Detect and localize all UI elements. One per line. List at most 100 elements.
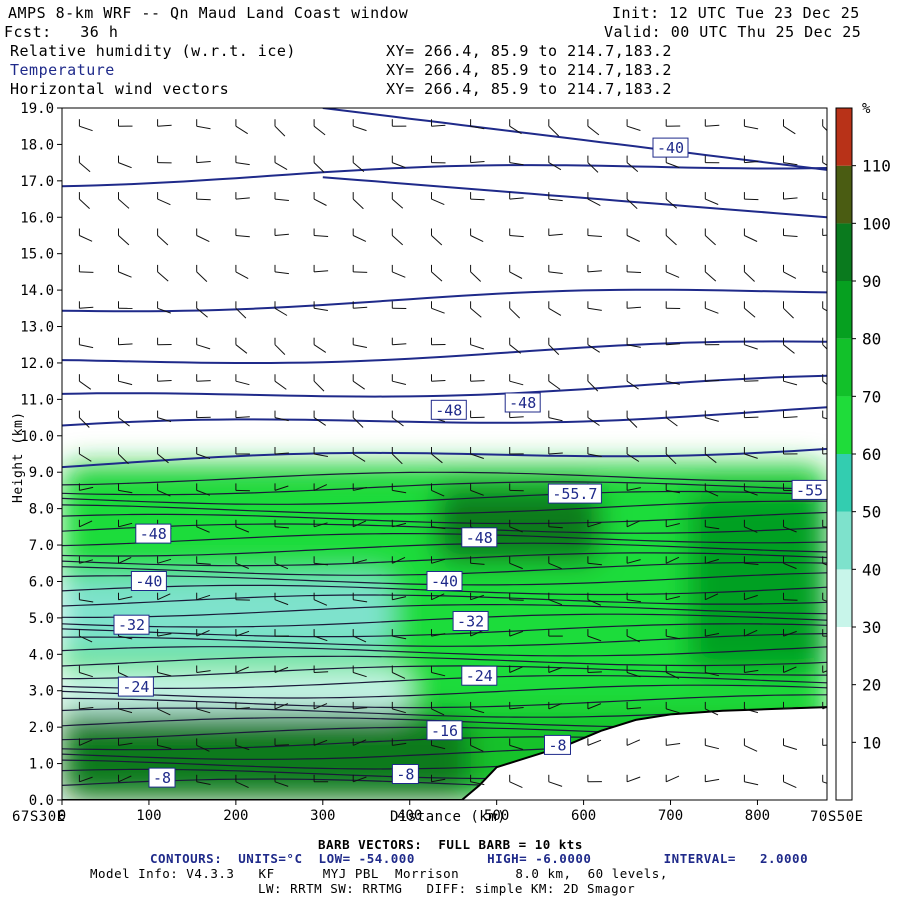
wind-barb bbox=[235, 271, 249, 280]
contour-label-box-12 bbox=[461, 665, 498, 686]
wind-barb bbox=[783, 744, 798, 750]
wind-barb bbox=[626, 235, 640, 242]
wind-barb bbox=[783, 526, 797, 533]
wind-barb bbox=[470, 125, 485, 130]
wind-barb bbox=[196, 307, 208, 318]
isotherm-33 bbox=[62, 374, 827, 398]
isotherm-29 bbox=[62, 481, 827, 496]
wind-barb bbox=[666, 271, 680, 278]
contour-label-box-10 bbox=[452, 611, 489, 631]
contour-label-12: -24 bbox=[466, 667, 493, 685]
wind-barb bbox=[235, 416, 250, 419]
wind-barb bbox=[705, 744, 720, 750]
wind-barb bbox=[822, 307, 827, 312]
isotherm-27 bbox=[62, 500, 827, 515]
wind-barb bbox=[822, 526, 827, 528]
wind-barb bbox=[392, 596, 407, 601]
wind-barb bbox=[196, 670, 211, 673]
wind-barb bbox=[79, 125, 93, 132]
wind-barb bbox=[626, 487, 641, 491]
wind-barb bbox=[313, 125, 326, 136]
isotherm-11 bbox=[62, 665, 827, 680]
contour-label-9: -32 bbox=[118, 616, 145, 634]
y-tick-label: 4.0 bbox=[29, 647, 54, 663]
wind-barb bbox=[274, 485, 289, 491]
wind-barb bbox=[822, 344, 827, 350]
wind-barb bbox=[470, 235, 484, 243]
wind-barb bbox=[235, 707, 250, 710]
wind-barb bbox=[118, 742, 133, 746]
contour-label-box-1 bbox=[430, 399, 467, 420]
wind-barb bbox=[783, 599, 798, 601]
x-left-label: 67S30E bbox=[12, 809, 66, 825]
x-tick-label: 500 bbox=[484, 808, 509, 824]
wind-barb bbox=[314, 671, 329, 673]
wind-barb bbox=[744, 344, 758, 350]
wind-barb bbox=[157, 672, 172, 677]
wind-barb bbox=[79, 739, 93, 746]
wind-barb bbox=[744, 161, 759, 164]
wind-barb bbox=[196, 781, 211, 785]
contour-label-box-2 bbox=[504, 392, 541, 413]
wind-barb bbox=[391, 417, 404, 427]
isotherm-16 bbox=[62, 613, 827, 628]
wind-barb bbox=[157, 489, 171, 497]
contour-label-11: -24 bbox=[122, 678, 149, 696]
x-axis-label: Distance (km) bbox=[390, 809, 507, 825]
wind-barb bbox=[626, 635, 641, 643]
wind-barb bbox=[79, 672, 93, 678]
wind-barb bbox=[157, 235, 169, 246]
wind-barb bbox=[744, 125, 759, 130]
wind-barb bbox=[666, 596, 680, 601]
wind-barb bbox=[548, 667, 563, 673]
wind-barb bbox=[783, 416, 798, 419]
wind-barb bbox=[783, 380, 798, 386]
x-tick-label: 600 bbox=[571, 808, 596, 824]
wind-barb bbox=[196, 453, 211, 460]
wind-barb bbox=[313, 635, 328, 642]
wind-barb bbox=[196, 526, 210, 533]
wind-barb bbox=[196, 161, 211, 164]
wind-barb bbox=[705, 417, 719, 422]
wind-barb bbox=[509, 197, 524, 200]
wind-barb bbox=[79, 380, 92, 390]
contour-label-8: -40 bbox=[431, 573, 458, 591]
wind-barb bbox=[313, 522, 328, 528]
wind-barb bbox=[744, 708, 759, 714]
wind-barb bbox=[822, 599, 827, 602]
wind-barb bbox=[431, 198, 445, 206]
wind-barb bbox=[783, 197, 798, 200]
wind-barb bbox=[704, 235, 716, 246]
terrain bbox=[62, 706, 827, 800]
wind-barb bbox=[235, 125, 248, 135]
wind-barb bbox=[665, 453, 677, 465]
wind-barb bbox=[705, 307, 719, 314]
wind-barb bbox=[196, 744, 210, 752]
wind-barb bbox=[391, 453, 403, 465]
colorbar-tick-label: 30 bbox=[862, 618, 881, 637]
wind-barb bbox=[353, 599, 368, 603]
wind-barb bbox=[274, 307, 288, 316]
wind-barbs bbox=[78, 119, 827, 789]
wind-barb bbox=[587, 671, 602, 673]
wind-barb bbox=[666, 708, 680, 714]
wind-barb bbox=[548, 781, 563, 787]
wind-barb bbox=[509, 781, 523, 789]
isotherm-13 bbox=[62, 646, 827, 657]
wind-barb bbox=[118, 596, 133, 601]
wind-barb bbox=[118, 775, 132, 783]
colorbar-tick-label: 50 bbox=[862, 503, 881, 522]
wind-barb bbox=[431, 489, 445, 497]
model-info-1: Model Info: V4.3.3 KF MYJ PBL Morrison 8… bbox=[90, 866, 668, 881]
wind-barb bbox=[196, 629, 210, 637]
isotherm-26 bbox=[62, 511, 827, 525]
colorbar: 10 20 30 40 50 60 70 80 90 100 110% bbox=[835, 101, 891, 801]
colorbar-cell-6 bbox=[836, 396, 852, 454]
terrain-fill bbox=[62, 707, 827, 800]
wind-barb bbox=[392, 708, 406, 714]
wind-barb bbox=[274, 562, 289, 570]
isotherm-upper-1 bbox=[322, 176, 827, 219]
wind-barb bbox=[431, 380, 446, 382]
wind-barb bbox=[353, 487, 368, 491]
contour-label-box-9 bbox=[113, 614, 150, 635]
